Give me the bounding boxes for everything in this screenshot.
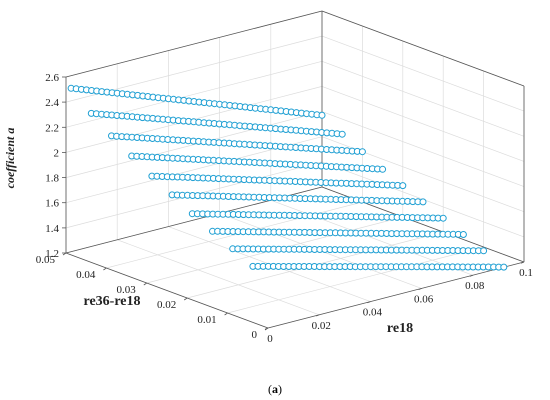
box-edge [65, 10, 323, 78]
x-tick-mark [418, 288, 422, 290]
x-tick-label: 0.04 [363, 307, 383, 319]
z-tick-label: 2 [54, 147, 60, 159]
z-tick-label: 1.4 [45, 223, 59, 235]
x-axis-line [267, 261, 525, 329]
floor-grid-line [117, 239, 320, 316]
floor-grid-line [227, 246, 484, 314]
data-series [188, 210, 447, 222]
side-wall-grid-line [321, 86, 525, 162]
x-tick-label: 0.08 [465, 280, 485, 292]
y-tick-mark [143, 282, 148, 286]
y-tick-mark [103, 267, 107, 271]
data-point [318, 111, 326, 119]
z-tick-label: 2.6 [45, 72, 59, 84]
data-point [399, 182, 407, 190]
y-tick-label: 0.04 [76, 269, 96, 281]
data-series [108, 132, 366, 156]
data-series [209, 227, 467, 238]
x-tick-mark [469, 274, 473, 277]
data-point [419, 198, 427, 206]
y-tick-label: 0 [252, 329, 258, 341]
side-wall-grid-line [321, 60, 525, 137]
z-tick-label: 1.6 [45, 198, 59, 210]
data-series [148, 172, 407, 190]
y-tick-mark [183, 297, 188, 301]
data-point [459, 231, 467, 238]
y-tick-label: 0.02 [157, 299, 176, 311]
x-tick-label: 0.06 [414, 293, 434, 305]
data-point [480, 247, 488, 255]
x-tick-mark [520, 261, 525, 264]
y-axis-label: re36-re18 [83, 294, 140, 309]
caption-area: (a) [268, 382, 282, 396]
data-series [229, 245, 488, 255]
y-tick-label: 0.05 [36, 254, 56, 266]
z-tick-label: 2.4 [45, 97, 59, 109]
y-tick-label: 0.01 [197, 314, 216, 326]
y-axis-line [65, 252, 269, 329]
tick-layer: 0 0.02 0.04 0.06 0.08 0.1 0 0.01 0.02 0.03 0.04 0.0… [36, 72, 533, 345]
z-tick-label: 1.2 [45, 248, 59, 260]
data-series [168, 191, 427, 206]
x-tick-label: 0.02 [312, 320, 331, 332]
y-tick-label: 0.03 [117, 284, 137, 296]
x-tick-label: 0 [267, 333, 273, 345]
z-tick-label: 2.2 [45, 122, 59, 134]
data-point [338, 130, 346, 138]
side-wall-grid-line [321, 35, 525, 112]
z-axis-label: coefficient a [3, 128, 17, 189]
z-tick-label: 1.8 [45, 173, 59, 185]
points-layer [67, 84, 508, 271]
back-wall-grid-line [65, 111, 323, 178]
grid-layer [65, 10, 525, 329]
data-point [500, 263, 508, 271]
x-tick-mark [316, 314, 320, 317]
data-point [439, 214, 447, 222]
side-wall-grid-line [321, 111, 525, 187]
x-tick-label: 0.1 [519, 267, 533, 279]
data-series [67, 84, 326, 119]
data-series [128, 152, 387, 173]
data-series [87, 109, 346, 138]
x-tick-mark [367, 301, 371, 304]
data-point [358, 148, 366, 156]
y-tick-mark [264, 327, 269, 331]
figure-caption: (a) [268, 382, 282, 396]
y-tick-mark [224, 312, 228, 316]
x-axis-label: re18 [387, 321, 413, 336]
data-point [379, 165, 387, 173]
box-edge [321, 10, 525, 87]
data-series [249, 262, 508, 271]
chart-3d-scatter: 0 0.02 0.04 0.06 0.08 0.1 0 0.01 0.02 0.03 0.04 0.0… [3, 10, 533, 345]
